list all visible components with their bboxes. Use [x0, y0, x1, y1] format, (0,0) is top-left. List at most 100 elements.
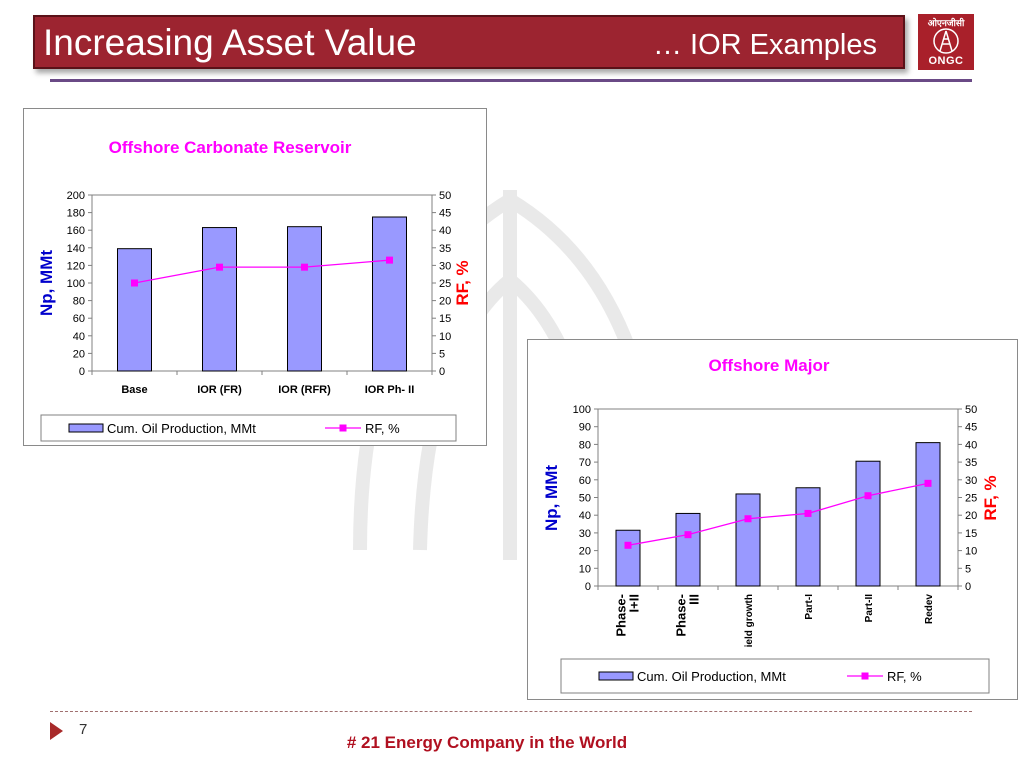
logo-text: ONGC — [928, 55, 964, 67]
y-right-tick-label: 25 — [439, 278, 451, 290]
bar — [675, 512, 701, 587]
rf-point — [804, 509, 812, 517]
bar — [117, 248, 152, 372]
x-tick-label: Base — [121, 384, 147, 396]
rf-point — [684, 531, 692, 539]
rf-line — [134, 259, 390, 284]
y-right-tick-label: 30 — [439, 260, 451, 272]
y-right-tick-label: 35 — [439, 243, 451, 255]
legend-line-marker — [339, 424, 347, 432]
bar — [795, 487, 821, 587]
bar — [915, 442, 941, 587]
y-tick-label: 0 — [585, 581, 591, 593]
y-tick-label: 60 — [579, 475, 591, 487]
y-right-tick-label: 25 — [965, 493, 977, 505]
y-tick-label: 140 — [67, 243, 85, 255]
y-right-tick-label: 0 — [965, 581, 971, 593]
y-right-tick-label: 30 — [965, 475, 977, 487]
x-tick-label-group: Phase-I+II — [614, 594, 642, 637]
slide-subtitle: … IOR Examples — [653, 29, 877, 61]
y-right-tick-label: 10 — [965, 546, 977, 558]
rf-point — [131, 279, 138, 287]
chart-offshore-carbonate-reservoir: Offshore Carbonate Reservoir 0 20 40 60 80 100… — [23, 108, 487, 446]
rf-line — [627, 482, 929, 546]
chart-canvas: Offshore Major 0 10 20 30 40 50 60 70 80 90 100 0 5 10… — [542, 356, 1000, 694]
ongc-logo: ओएनजीसी ONGC — [918, 14, 974, 70]
rf-point — [301, 263, 308, 271]
y-right-tick-label: 50 — [439, 190, 451, 202]
x-tick-label: I+II — [627, 594, 642, 612]
y-right-axis-label: RF, % — [453, 260, 472, 305]
y-tick-label: 60 — [73, 313, 85, 325]
rf-point — [216, 263, 223, 271]
legend-bar-label: Cum. Oil Production, MMt — [637, 669, 786, 684]
y-right-tick-label: 0 — [439, 366, 445, 378]
y-right-tick-label: 40 — [439, 225, 451, 237]
legend-line-label: RF, % — [887, 669, 922, 684]
y-right-tick-label: 15 — [439, 313, 451, 325]
legend-bar-swatch — [68, 423, 104, 433]
x-tick-label-group: Part-II — [864, 594, 875, 623]
x-tick-label: Phase- — [674, 594, 689, 637]
y-tick-label: 160 — [67, 225, 85, 237]
rf-point — [744, 515, 752, 523]
x-tick-label: IOR (RFR) — [278, 384, 331, 396]
y-tick-label: 0 — [79, 366, 85, 378]
y-tick-label: 180 — [67, 208, 85, 220]
y-right-tick-label: 35 — [965, 457, 977, 469]
plot-area — [597, 408, 959, 587]
legend-bar-swatch — [598, 671, 634, 681]
bar — [615, 529, 641, 587]
logo-hindi-text: ओएनजीसी — [927, 19, 965, 29]
footer-divider — [50, 711, 972, 712]
rf-point — [924, 479, 932, 487]
y-tick-label: 40 — [579, 510, 591, 522]
y-right-tick-label: 40 — [965, 439, 977, 451]
footer-tagline: # 21 Energy Company in the World — [346, 733, 628, 752]
chart-offshore-major: Offshore Major 0 10 20 30 40 50 60 70 80 90 100 0 5 10… — [527, 339, 1018, 700]
y-tick-label: 50 — [579, 493, 591, 505]
y-right-tick-label: 10 — [439, 331, 451, 343]
bar — [202, 227, 237, 372]
bar — [287, 226, 322, 372]
y-tick-label: 90 — [579, 422, 591, 434]
y-right-tick-label: 5 — [439, 348, 445, 360]
rf-point — [864, 492, 872, 500]
x-tick-label: III — [687, 594, 702, 605]
rf-point — [386, 256, 393, 264]
y-right-tick-label: 20 — [439, 296, 451, 308]
y-tick-label: 80 — [73, 296, 85, 308]
x-tick-label: IOR (FR) — [197, 384, 242, 396]
chart-canvas: Offshore Carbonate Reservoir020406080100… — [37, 138, 472, 442]
x-tick-label: Part-I — [804, 594, 815, 620]
chart-title: Offshore Major — [709, 356, 830, 375]
x-tick-label: Phase- — [614, 594, 629, 637]
y-axis-label: Np, MMt — [542, 465, 561, 531]
y-axis-label: Np, MMt — [37, 250, 56, 316]
title-divider — [50, 79, 972, 82]
bar — [735, 493, 761, 587]
derrick-icon — [933, 28, 959, 54]
page-number: 7 — [79, 721, 88, 738]
x-tick-label-group: Redev — [924, 594, 935, 624]
y-tick-label: 100 — [67, 278, 85, 290]
legend-line-label: RF, % — [365, 421, 400, 436]
x-tick-label-group: Part-I — [804, 594, 815, 620]
y-tick-label: 80 — [579, 439, 591, 451]
y-tick-label: 70 — [579, 457, 591, 469]
legend-box — [40, 414, 457, 442]
y-tick-label: 120 — [67, 260, 85, 272]
y-tick-label: 40 — [73, 331, 85, 343]
x-tick-label: IOR Ph- II — [365, 384, 415, 396]
y-right-tick-label: 50 — [965, 404, 977, 416]
slide-title-bar: Increasing Asset Value … IOR Examples — [33, 15, 905, 69]
y-tick-label: 100 — [573, 404, 591, 416]
y-right-tick-label: 45 — [439, 208, 451, 220]
x-tick-label-group: Phase-III — [674, 594, 702, 637]
bar — [372, 216, 407, 372]
y-tick-label: 30 — [579, 528, 591, 540]
legend-line-marker — [861, 672, 869, 680]
x-tick-label: Part-II — [864, 594, 875, 623]
y-right-axis-label: RF, % — [981, 475, 1000, 520]
x-tick-label-group: ield growth — [744, 594, 755, 647]
